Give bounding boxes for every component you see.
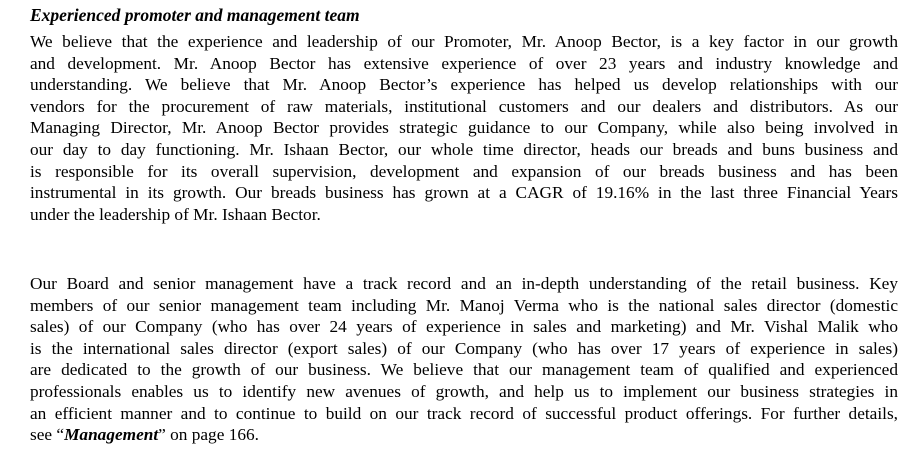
text-line: is the international sales director (exp… <box>30 338 898 358</box>
text-line: under the leadership of Mr. Ishaan Becto… <box>30 204 321 224</box>
text-line: vendors for the procurement of raw mater… <box>30 96 898 116</box>
cross-ref-prefix: see “ <box>30 425 65 445</box>
text-line: an efficient manner and to continue to b… <box>30 403 898 423</box>
text-line: Our Board and senior management have a t… <box>30 274 898 293</box>
text-line: understanding. We believe that Mr. Anoop… <box>30 75 898 95</box>
text-line: and development. Mr. Anoop Bector has ex… <box>30 53 898 73</box>
text-line: professionals enables us to identify new… <box>30 381 898 401</box>
text-line: members of our senior management team in… <box>30 295 898 315</box>
paragraph-management: Our Board and senior management have a t… <box>30 273 898 446</box>
text-line: We believe that the experience and leade… <box>30 32 898 51</box>
cross-ref-management: Management <box>64 425 159 445</box>
text-line: instrumental in its growth. Our breads b… <box>30 183 898 203</box>
text-line: our day to day functioning. Mr. Ishaan B… <box>30 139 898 159</box>
text-line: are dedicated to the growth of our busin… <box>30 360 898 380</box>
text-line: Managing Director, Mr. Anoop Bector prov… <box>30 118 898 138</box>
paragraph-promoter: We believe that the experience and leade… <box>30 31 898 225</box>
text-line: is responsible for its overall supervisi… <box>30 161 898 181</box>
section-heading: Experienced promoter and management team <box>30 5 360 25</box>
text-line: sales) of our Company (who has over 24 y… <box>30 317 898 337</box>
cross-ref-suffix: ” on page 166. <box>158 425 259 445</box>
text-line: see “Management” on page 166. <box>30 424 898 446</box>
